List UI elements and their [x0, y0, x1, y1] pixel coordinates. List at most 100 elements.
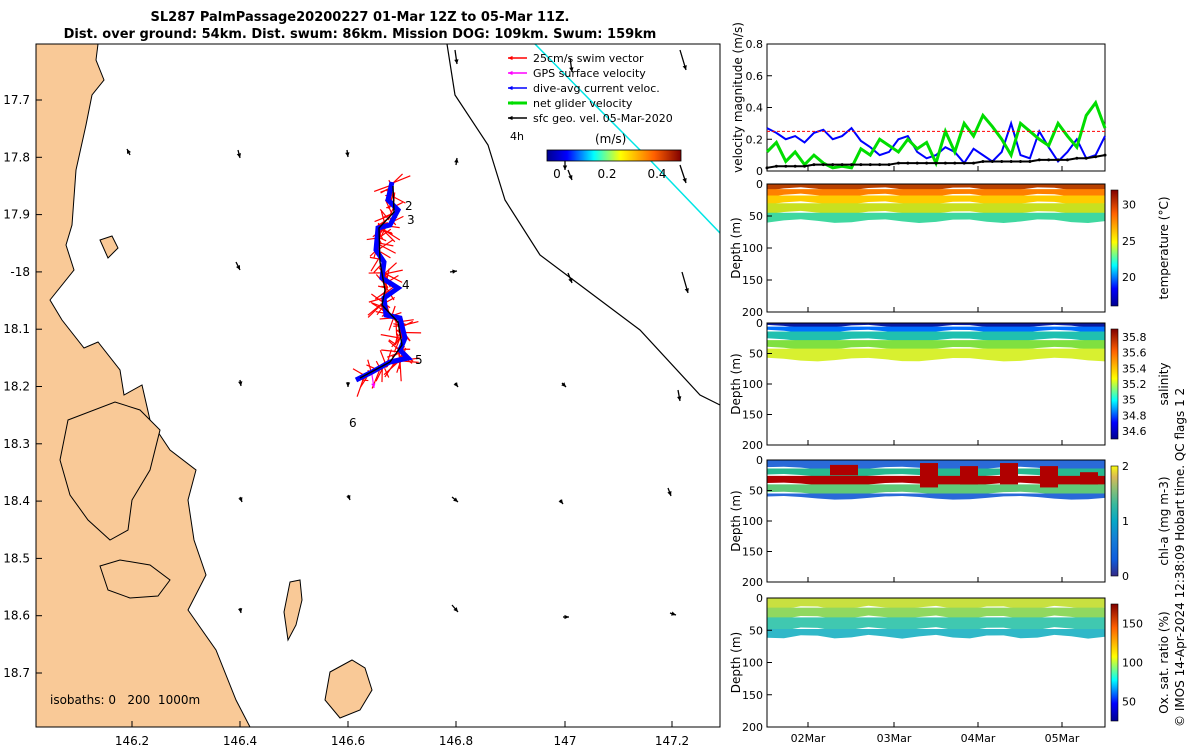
time-tick-label: 04Mar [961, 732, 996, 745]
depth-tick: 200 [742, 306, 763, 319]
map-y-tick-label: 18.3 [3, 437, 30, 451]
swim-vector [356, 379, 364, 397]
land-shape [283, 579, 303, 642]
track-line-cyan [534, 44, 720, 234]
swim-vector [370, 301, 385, 308]
speed-colorbar [546, 149, 682, 162]
swim-vector [379, 244, 396, 254]
colorbar-label: salinity [1157, 362, 1171, 405]
surface-velocity-arrow [238, 496, 243, 503]
map-y-tick-label: 17.7 [3, 93, 30, 107]
time-tick-label: 03Mar [877, 732, 912, 745]
surface-velocity-arrow [567, 169, 573, 181]
colorbar-tick: 2 [1122, 460, 1129, 473]
sfc-vel-point [868, 163, 872, 167]
map-y-tick-label: 18.5 [3, 551, 30, 565]
sfc-vel-point [906, 161, 910, 165]
swim-vector [376, 306, 384, 316]
chla-patch [960, 466, 978, 485]
colorbar-unit: (m/s) [595, 132, 626, 146]
map-y-tick-label: -18 [10, 265, 30, 279]
depth-tick: 50 [749, 624, 763, 637]
sfc-vel-point [981, 159, 985, 163]
swim-vector [388, 318, 394, 331]
velocity-y-tick: 0.2 [746, 133, 764, 146]
depth-tick: 100 [742, 378, 763, 391]
legend-label: net glider velocity [533, 97, 633, 110]
oxygen-band [767, 598, 1105, 610]
legend-arrow [508, 55, 527, 61]
swim-vector [367, 303, 383, 318]
map-y-tick-label: 18.4 [3, 494, 30, 508]
heatmap-panel-1: 0 50 100 150 200 Depth (m) 30 25 20 temperature (… [729, 178, 1171, 319]
colorbar-tick: 0 [1122, 570, 1129, 583]
sfc-vel-point [925, 161, 929, 165]
colorbar [1110, 189, 1119, 307]
map-y-tick-label: 18.2 [3, 380, 30, 394]
swim-vector [380, 251, 391, 259]
oxygen-band [767, 628, 1105, 639]
sfc-vel-point [896, 161, 900, 165]
legend-arrow [508, 115, 527, 121]
sfc-vel-point [859, 163, 863, 167]
depth-tick: 150 [742, 689, 763, 702]
day-marker-2: 2 [405, 199, 413, 213]
swim-vector [378, 228, 392, 239]
depth-tick: 0 [756, 454, 763, 467]
map-x-tick-label: 147 [554, 734, 577, 748]
sfc-vel-point [803, 164, 807, 168]
swim-vector [388, 340, 398, 350]
land-shape [59, 401, 161, 541]
colorbar-tick: 0.2 [597, 167, 616, 181]
day-marker-3: 3 [407, 213, 415, 227]
surface-velocity-arrow [681, 271, 689, 294]
surface-velocity-arrow [667, 487, 672, 497]
heatmap-panel-3: 0 50 100 150 200 Depth (m) 2 1 0 chl-a (mg m-3) [729, 454, 1171, 589]
swim-vector [382, 229, 396, 243]
colorbar-tick: 100 [1122, 657, 1143, 670]
surface-velocity-arrow [451, 496, 459, 503]
surface-velocity-arrow [569, 57, 574, 73]
chla-band [767, 484, 1105, 496]
depth-tick: 100 [742, 242, 763, 255]
swim-vector [359, 377, 368, 388]
surface-velocity-arrow [237, 607, 243, 614]
sfc-vel-point [812, 163, 816, 167]
surface-velocity-arrow [346, 494, 351, 501]
swim-vector [368, 297, 383, 303]
swim-vector [375, 369, 383, 382]
surface-velocity-arrow [453, 382, 459, 388]
colorbar-label: temperature (°C) [1157, 197, 1171, 300]
map-x-tick-label: 146.6 [331, 734, 365, 748]
gps-surface-velocity-arrow [371, 374, 376, 389]
surface-velocity-arrow [454, 157, 459, 166]
sfc-vel-point [962, 161, 966, 165]
land-shape [36, 44, 251, 727]
colorbar [1110, 603, 1119, 722]
glider-path [359, 185, 403, 379]
surface-velocity-arrow [454, 49, 459, 65]
map-frame [35, 43, 721, 728]
oxygen-band [767, 617, 1105, 631]
day-marker-4: 4 [402, 278, 410, 292]
swim-vector [379, 239, 394, 249]
sfc-vel-point [1019, 159, 1022, 163]
colorbar-tick: 150 [1122, 618, 1143, 631]
surface-velocity-arrow [669, 611, 677, 616]
colorbar-tick: 35.4 [1122, 362, 1147, 375]
salinity-band [767, 340, 1105, 351]
chla-patch [920, 463, 938, 488]
velocity-ylabel: velocity magnitude (m/s) [731, 22, 745, 173]
surface-velocity-arrow [449, 269, 458, 274]
dive-avg-current-track [354, 181, 413, 383]
depth-tick: 50 [749, 348, 763, 361]
depth-ylabel: Depth (m) [729, 632, 743, 693]
temperature-band [767, 189, 1105, 198]
sfc-vel-point [1075, 156, 1079, 160]
map-x-tick-label: 146.2 [115, 734, 149, 748]
sfc-vel-point [1094, 155, 1098, 159]
